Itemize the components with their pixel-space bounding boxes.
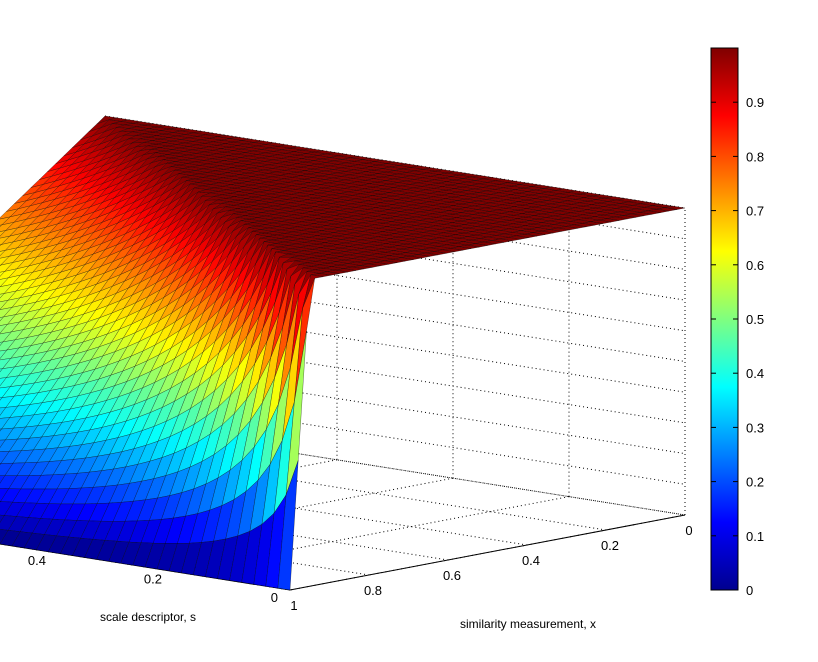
- x-tick-label: 0: [685, 523, 692, 538]
- x-axis: 0 0.2 0.4 0.6 0.8 1: [290, 523, 692, 613]
- colorbar-tick-label: 0.5: [746, 312, 764, 327]
- surface-mesh: [0, 115, 686, 591]
- colorbar-tick-label: 0.2: [746, 475, 764, 490]
- colorbar-tick-label: 0: [746, 583, 753, 598]
- y-tick-label: 0: [271, 590, 278, 605]
- colorbar-tick-label: 0.9: [746, 95, 764, 110]
- surface-patch: [0, 439, 6, 449]
- x-tick-label: 1: [290, 598, 297, 613]
- x-axis-label: similarity measurement, x: [460, 617, 596, 631]
- colorbar: 0 0.1 0.2 0.3 0.4 0.5 0.6 0.7 0.8 0.9: [710, 47, 764, 598]
- colorbar-ticks: 0 0.1 0.2 0.3 0.4 0.5 0.6 0.7 0.8 0.9: [711, 95, 764, 598]
- y-axis-label: scale descriptor, s: [100, 610, 196, 624]
- colorbar-tick-label: 0.3: [746, 420, 764, 435]
- surface-patch: [277, 460, 299, 591]
- y-axis: 00.20.40.60.81: [28, 553, 278, 605]
- colorbar-tick-label: 0.6: [746, 258, 764, 273]
- surface-patch: [0, 244, 3, 247]
- y-tick-label: 0.2: [144, 572, 162, 587]
- x-tick-label: 0.4: [522, 553, 540, 568]
- colorbar-tick-label: 0.4: [746, 366, 764, 381]
- colorbar-tick-label: 0.7: [746, 204, 764, 219]
- colorbar-tick-label: 0.8: [746, 149, 764, 164]
- x-tick-label: 0.2: [601, 538, 619, 553]
- x-tick-label: 0.6: [443, 568, 461, 583]
- y-tick-label: 0.4: [28, 553, 46, 568]
- x-axis-line: [289, 514, 686, 591]
- colorbar-tick-label: 0.1: [746, 529, 764, 544]
- x-tick-label: 0.8: [364, 583, 382, 598]
